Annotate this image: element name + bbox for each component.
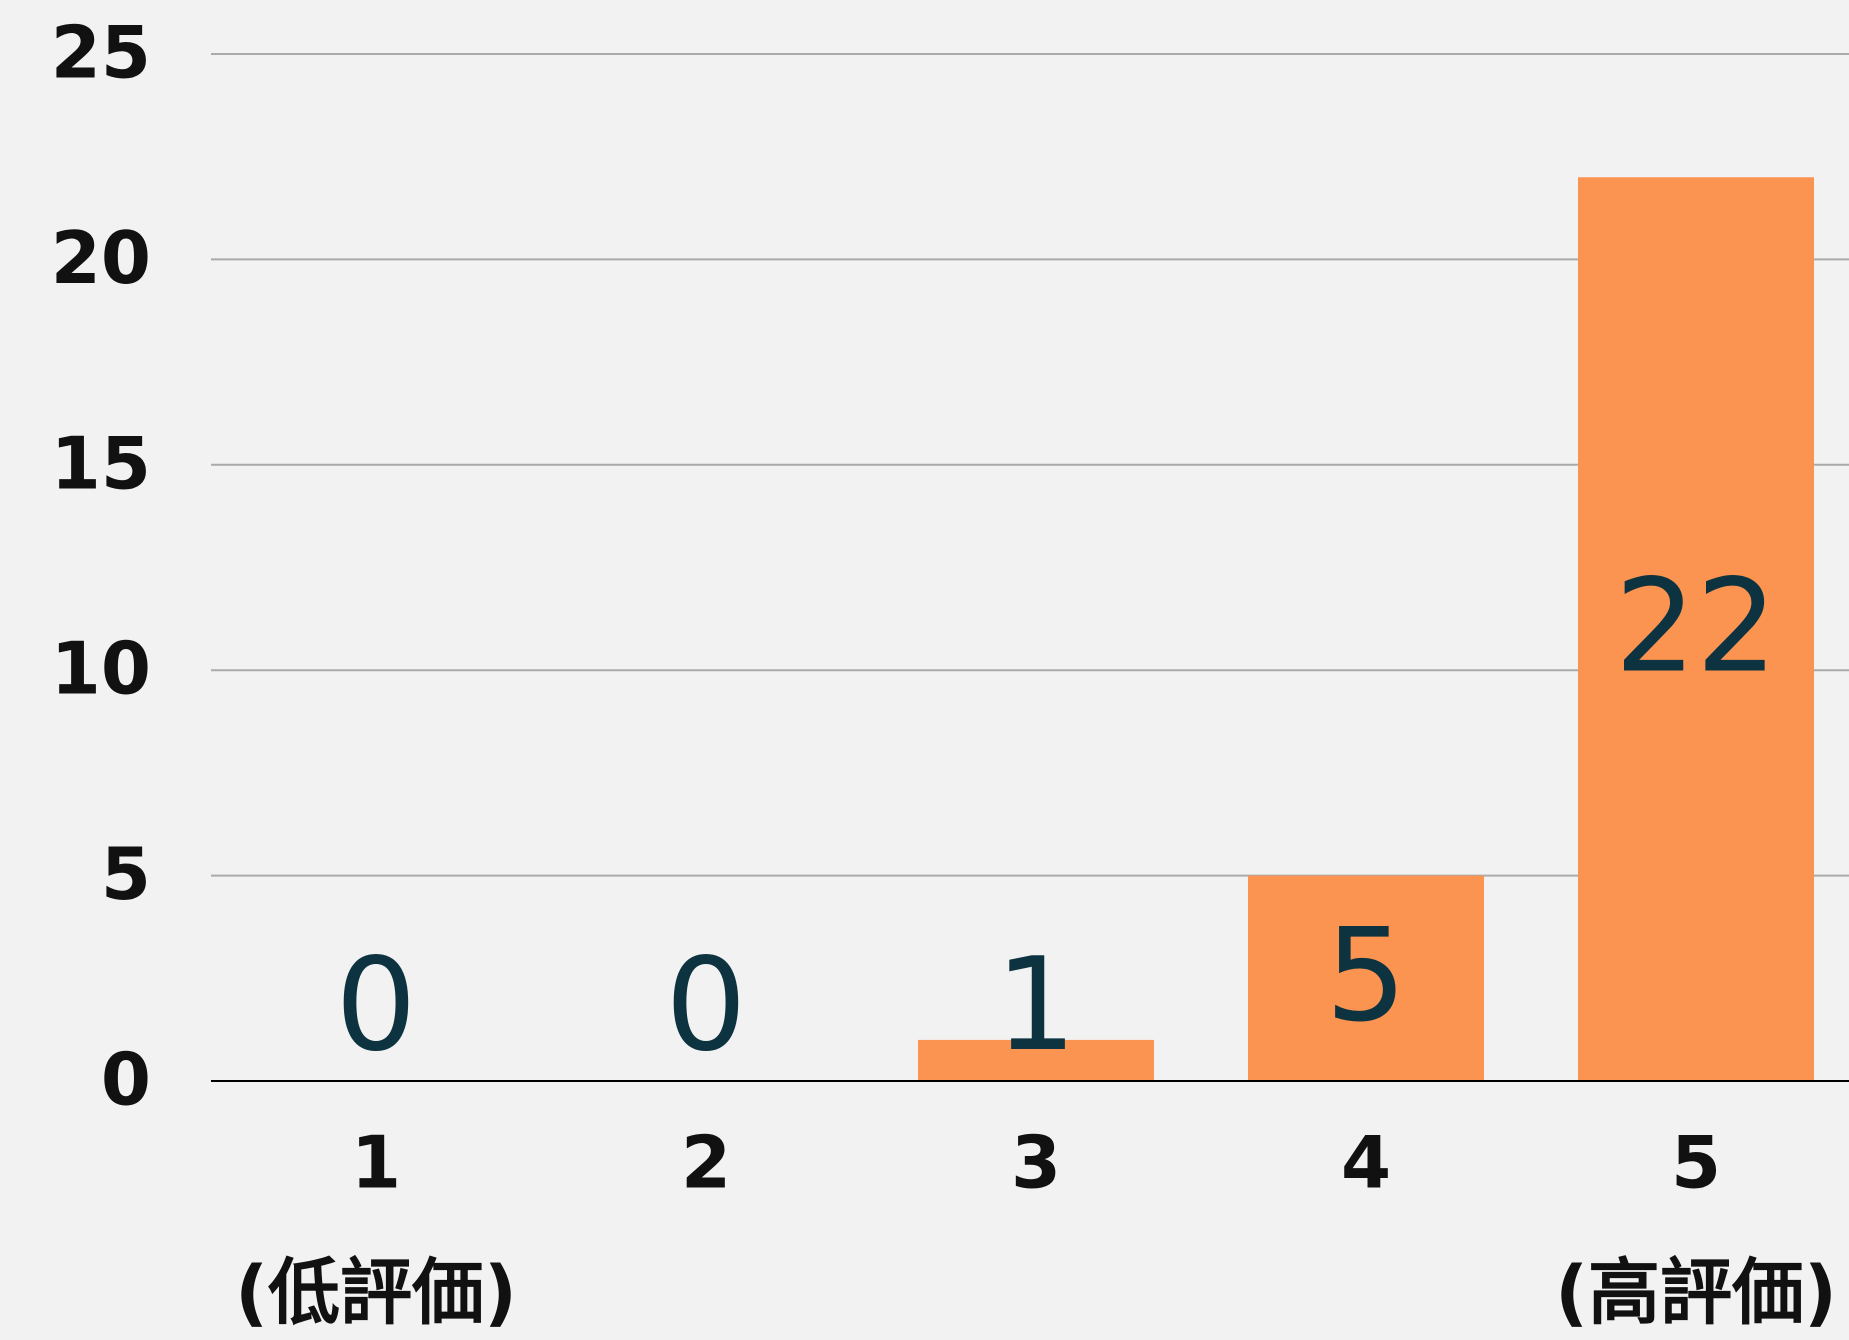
x-tick-note: (低評価) (235, 1251, 517, 1335)
x-tick-label: 3 (1011, 1121, 1061, 1205)
y-tick-label: 0 (101, 1038, 151, 1122)
y-tick-label: 15 (51, 421, 151, 505)
bar (1578, 177, 1814, 1082)
x-tick-label: 4 (1341, 1121, 1391, 1205)
y-tick-label: 20 (51, 216, 151, 300)
x-tick-label: 5 (1671, 1121, 1721, 1205)
bar (918, 1039, 1154, 1081)
value-label: 5 (1325, 901, 1406, 1050)
value-label: 1 (995, 931, 1076, 1080)
value-label: 0 (335, 931, 416, 1080)
x-tick-label: 2 (681, 1121, 731, 1205)
bar (1248, 875, 1484, 1081)
y-tick-label: 10 (51, 627, 151, 711)
x-tick-label: 1 (351, 1121, 401, 1205)
y-tick-label: 5 (101, 832, 151, 916)
value-label: 22 (1615, 552, 1778, 701)
value-label: 0 (665, 931, 746, 1080)
y-tick-label: 25 (51, 11, 151, 95)
x-tick-note: (高評価) (1555, 1251, 1837, 1335)
